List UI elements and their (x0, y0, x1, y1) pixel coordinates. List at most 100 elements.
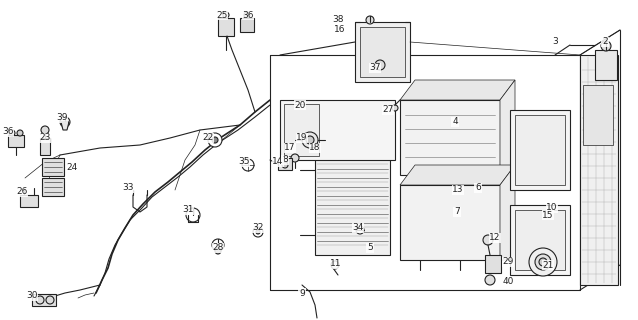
Circle shape (539, 258, 547, 266)
Circle shape (392, 105, 398, 111)
Circle shape (282, 162, 288, 168)
Text: 39: 39 (56, 114, 68, 123)
Bar (355, 22, 410, 82)
Text: 5: 5 (367, 244, 373, 252)
Text: 14: 14 (272, 157, 284, 166)
Circle shape (223, 12, 229, 18)
Circle shape (485, 275, 495, 285)
Circle shape (212, 239, 224, 251)
Text: 30: 30 (26, 292, 38, 300)
Text: 25: 25 (216, 11, 228, 20)
Bar (595, 50, 617, 80)
Circle shape (242, 159, 254, 171)
Text: 10: 10 (546, 204, 558, 212)
Text: 28: 28 (212, 244, 224, 252)
Bar (218, 18, 234, 36)
Text: 8: 8 (282, 156, 288, 164)
Text: 3: 3 (552, 37, 558, 46)
Polygon shape (61, 122, 69, 130)
Circle shape (291, 154, 299, 162)
Text: 11: 11 (330, 260, 342, 268)
Text: 7: 7 (454, 207, 460, 217)
Circle shape (186, 208, 200, 222)
Circle shape (356, 226, 364, 234)
Text: 40: 40 (502, 277, 514, 286)
Bar (485, 255, 501, 273)
Bar (360, 27, 405, 77)
Bar (580, 55, 618, 285)
Text: 26: 26 (17, 188, 27, 196)
Polygon shape (400, 165, 515, 185)
Circle shape (215, 248, 221, 254)
Bar (42, 178, 64, 196)
Text: 22: 22 (202, 133, 214, 142)
Circle shape (9, 130, 15, 136)
Text: 29: 29 (502, 258, 514, 267)
Circle shape (529, 248, 557, 276)
Text: 24: 24 (66, 164, 78, 172)
Bar (515, 210, 565, 270)
Circle shape (41, 126, 49, 134)
Circle shape (601, 41, 611, 51)
Text: 4: 4 (452, 117, 458, 126)
Bar (400, 100, 500, 175)
Circle shape (60, 117, 70, 127)
Bar (278, 158, 292, 170)
Polygon shape (500, 165, 515, 260)
Text: 32: 32 (252, 223, 263, 233)
Text: 12: 12 (489, 234, 501, 243)
Text: 17: 17 (285, 143, 296, 153)
Text: 19: 19 (296, 133, 308, 142)
Bar (284, 104, 319, 156)
Text: 2: 2 (602, 37, 608, 46)
Circle shape (302, 132, 318, 148)
Circle shape (375, 60, 385, 70)
Text: 23: 23 (40, 133, 50, 142)
Circle shape (36, 296, 44, 304)
Text: 13: 13 (452, 186, 464, 195)
Bar (32, 294, 56, 306)
Bar (400, 185, 500, 260)
Text: 34: 34 (352, 223, 364, 233)
Bar (510, 205, 570, 275)
Bar (315, 155, 390, 255)
Bar (20, 195, 38, 207)
Text: 31: 31 (182, 205, 194, 214)
Circle shape (366, 16, 374, 24)
Text: 21: 21 (542, 260, 554, 269)
Polygon shape (40, 138, 50, 155)
Text: 15: 15 (542, 211, 554, 220)
Polygon shape (500, 80, 515, 175)
Bar (42, 158, 64, 176)
Circle shape (483, 235, 493, 245)
Circle shape (331, 261, 339, 269)
Text: 27: 27 (382, 106, 394, 115)
Circle shape (253, 227, 263, 237)
Text: 35: 35 (238, 157, 249, 166)
Text: 20: 20 (294, 100, 306, 109)
Bar (240, 18, 254, 32)
Bar (583, 85, 613, 145)
Text: 9: 9 (299, 289, 305, 298)
Text: 36: 36 (3, 127, 14, 137)
Text: 37: 37 (369, 63, 381, 73)
Circle shape (306, 136, 314, 144)
Bar (8, 135, 24, 147)
Circle shape (208, 133, 222, 147)
Text: 6: 6 (475, 183, 481, 193)
Bar (515, 115, 565, 185)
Text: 18: 18 (309, 143, 321, 153)
Circle shape (17, 130, 23, 136)
Text: 36: 36 (242, 11, 254, 20)
Text: 38: 38 (332, 15, 344, 25)
Circle shape (212, 137, 218, 143)
Circle shape (256, 230, 260, 234)
Bar (280, 100, 395, 160)
Text: 16: 16 (334, 26, 346, 35)
Polygon shape (400, 80, 515, 100)
Text: 33: 33 (122, 183, 134, 193)
Circle shape (46, 296, 54, 304)
Circle shape (535, 254, 551, 270)
Bar (510, 110, 570, 190)
Circle shape (244, 12, 250, 18)
